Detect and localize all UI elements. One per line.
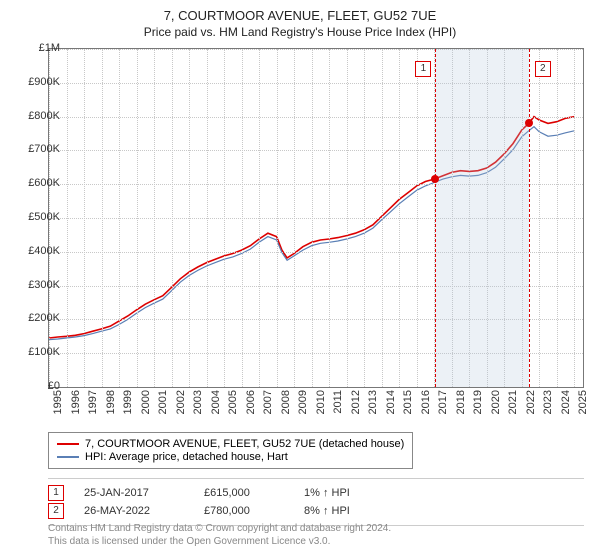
gridline-vertical	[172, 49, 173, 387]
x-axis-tick-label: 2025	[577, 390, 589, 414]
x-axis-tick-label: 2008	[280, 390, 292, 414]
shaded-region	[435, 49, 528, 387]
x-axis-tick-label: 2023	[542, 390, 554, 414]
gridline-vertical	[224, 49, 225, 387]
gridline-vertical	[67, 49, 68, 387]
x-axis-tick-label: 2002	[175, 390, 187, 414]
legend-label: 7, COURTMOOR AVENUE, FLEET, GU52 7UE (de…	[85, 438, 404, 450]
x-axis-tick-label: 2005	[227, 390, 239, 414]
x-axis-tick-label: 2015	[402, 390, 414, 414]
x-axis-tick-label: 2016	[420, 390, 432, 414]
x-axis-tick-label: 2011	[332, 390, 344, 414]
x-axis-tick-label: 1998	[105, 390, 117, 414]
x-axis-tick-label: 1997	[87, 390, 99, 414]
plot-area: 12	[48, 48, 584, 388]
footer-line-1: Contains HM Land Registry data © Crown c…	[48, 522, 391, 535]
gridline-vertical	[189, 49, 190, 387]
y-axis-tick-label: £300K	[18, 279, 60, 291]
sale-vertical-line	[529, 49, 530, 387]
sale-vertical-line	[435, 49, 436, 387]
y-axis-tick-label: £100K	[18, 346, 60, 358]
x-axis-tick-label: 2010	[315, 390, 327, 414]
x-axis-tick-label: 2012	[350, 390, 362, 414]
gridline-vertical	[119, 49, 120, 387]
gridline-vertical	[364, 49, 365, 387]
gridline-vertical	[242, 49, 243, 387]
x-axis-tick-label: 2004	[210, 390, 222, 414]
x-axis-tick-label: 2006	[245, 390, 257, 414]
gridline-vertical	[347, 49, 348, 387]
transaction-row: 2 26-MAY-2022 £780,000 8% ↑ HPI	[48, 503, 584, 519]
footer-attribution: Contains HM Land Registry data © Crown c…	[48, 522, 391, 548]
transactions-table: 1 25-JAN-2017 £615,000 1% ↑ HPI 2 26-MAY-2022…	[48, 478, 584, 526]
footer-line-2: This data is licensed under the Open Gov…	[48, 535, 391, 548]
x-axis-tick-label: 2014	[385, 390, 397, 414]
y-axis-tick-label: £900K	[18, 76, 60, 88]
x-axis-tick-label: 2019	[472, 390, 484, 414]
y-axis-tick-label: £400K	[18, 245, 60, 257]
x-axis-tick-label: 1996	[70, 390, 82, 414]
y-axis-tick-label: £800K	[18, 110, 60, 122]
gridline-vertical	[557, 49, 558, 387]
x-axis-tick-label: 2022	[525, 390, 537, 414]
gridline-vertical	[154, 49, 155, 387]
x-axis-tick-label: 2003	[192, 390, 204, 414]
x-axis-tick-label: 2018	[455, 390, 467, 414]
transaction-date: 25-JAN-2017	[84, 487, 184, 499]
transaction-hpi: 1% ↑ HPI	[304, 487, 384, 499]
gridline-vertical	[277, 49, 278, 387]
y-axis-tick-label: £500K	[18, 211, 60, 223]
legend-item: 7, COURTMOOR AVENUE, FLEET, GU52 7UE (de…	[57, 438, 404, 450]
gridline-vertical	[312, 49, 313, 387]
transaction-marker: 1	[48, 485, 64, 501]
y-axis-tick-label: £1M	[18, 42, 60, 54]
legend: 7, COURTMOOR AVENUE, FLEET, GU52 7UE (de…	[48, 432, 413, 469]
chart-subtitle: Price paid vs. HM Land Registry's House …	[0, 25, 600, 39]
gridline-vertical	[259, 49, 260, 387]
x-axis-tick-label: 1995	[52, 390, 64, 414]
gridline-vertical	[329, 49, 330, 387]
gridline-vertical	[382, 49, 383, 387]
gridline-vertical	[417, 49, 418, 387]
x-axis-tick-label: 2009	[297, 390, 309, 414]
transaction-price: £780,000	[204, 505, 284, 517]
x-axis-tick-label: 2007	[262, 390, 274, 414]
sale-dot	[431, 175, 439, 183]
gridline-vertical	[84, 49, 85, 387]
x-axis-tick-label: 1999	[122, 390, 134, 414]
legend-label: HPI: Average price, detached house, Hart	[85, 451, 288, 463]
transaction-date: 26-MAY-2022	[84, 505, 184, 517]
gridline-vertical	[137, 49, 138, 387]
gridline-vertical	[294, 49, 295, 387]
gridline-vertical	[574, 49, 575, 387]
transaction-price: £615,000	[204, 487, 284, 499]
legend-swatch	[57, 443, 79, 445]
x-axis-tick-label: 2013	[367, 390, 379, 414]
transaction-hpi: 8% ↑ HPI	[304, 505, 384, 517]
x-axis-tick-label: 2017	[437, 390, 449, 414]
x-axis-tick-label: 2000	[140, 390, 152, 414]
transaction-marker: 2	[48, 503, 64, 519]
chart-container: 7, COURTMOOR AVENUE, FLEET, GU52 7UE Pri…	[0, 0, 600, 560]
sale-marker-box: 2	[535, 61, 551, 77]
legend-item: HPI: Average price, detached house, Hart	[57, 451, 404, 463]
gridline-vertical	[539, 49, 540, 387]
sale-marker-box: 1	[415, 61, 431, 77]
x-axis-tick-label: 2001	[157, 390, 169, 414]
x-axis-tick-label: 2021	[507, 390, 519, 414]
gridline-vertical	[399, 49, 400, 387]
y-axis-tick-label: £200K	[18, 312, 60, 324]
chart-title: 7, COURTMOOR AVENUE, FLEET, GU52 7UE	[0, 0, 600, 23]
y-axis-tick-label: £700K	[18, 143, 60, 155]
x-axis-tick-label: 2020	[490, 390, 502, 414]
sale-dot	[525, 119, 533, 127]
gridline-vertical	[207, 49, 208, 387]
gridline-vertical	[102, 49, 103, 387]
legend-swatch	[57, 456, 79, 458]
x-axis-tick-label: 2024	[560, 390, 572, 414]
y-axis-tick-label: £600K	[18, 177, 60, 189]
transaction-row: 1 25-JAN-2017 £615,000 1% ↑ HPI	[48, 485, 584, 501]
